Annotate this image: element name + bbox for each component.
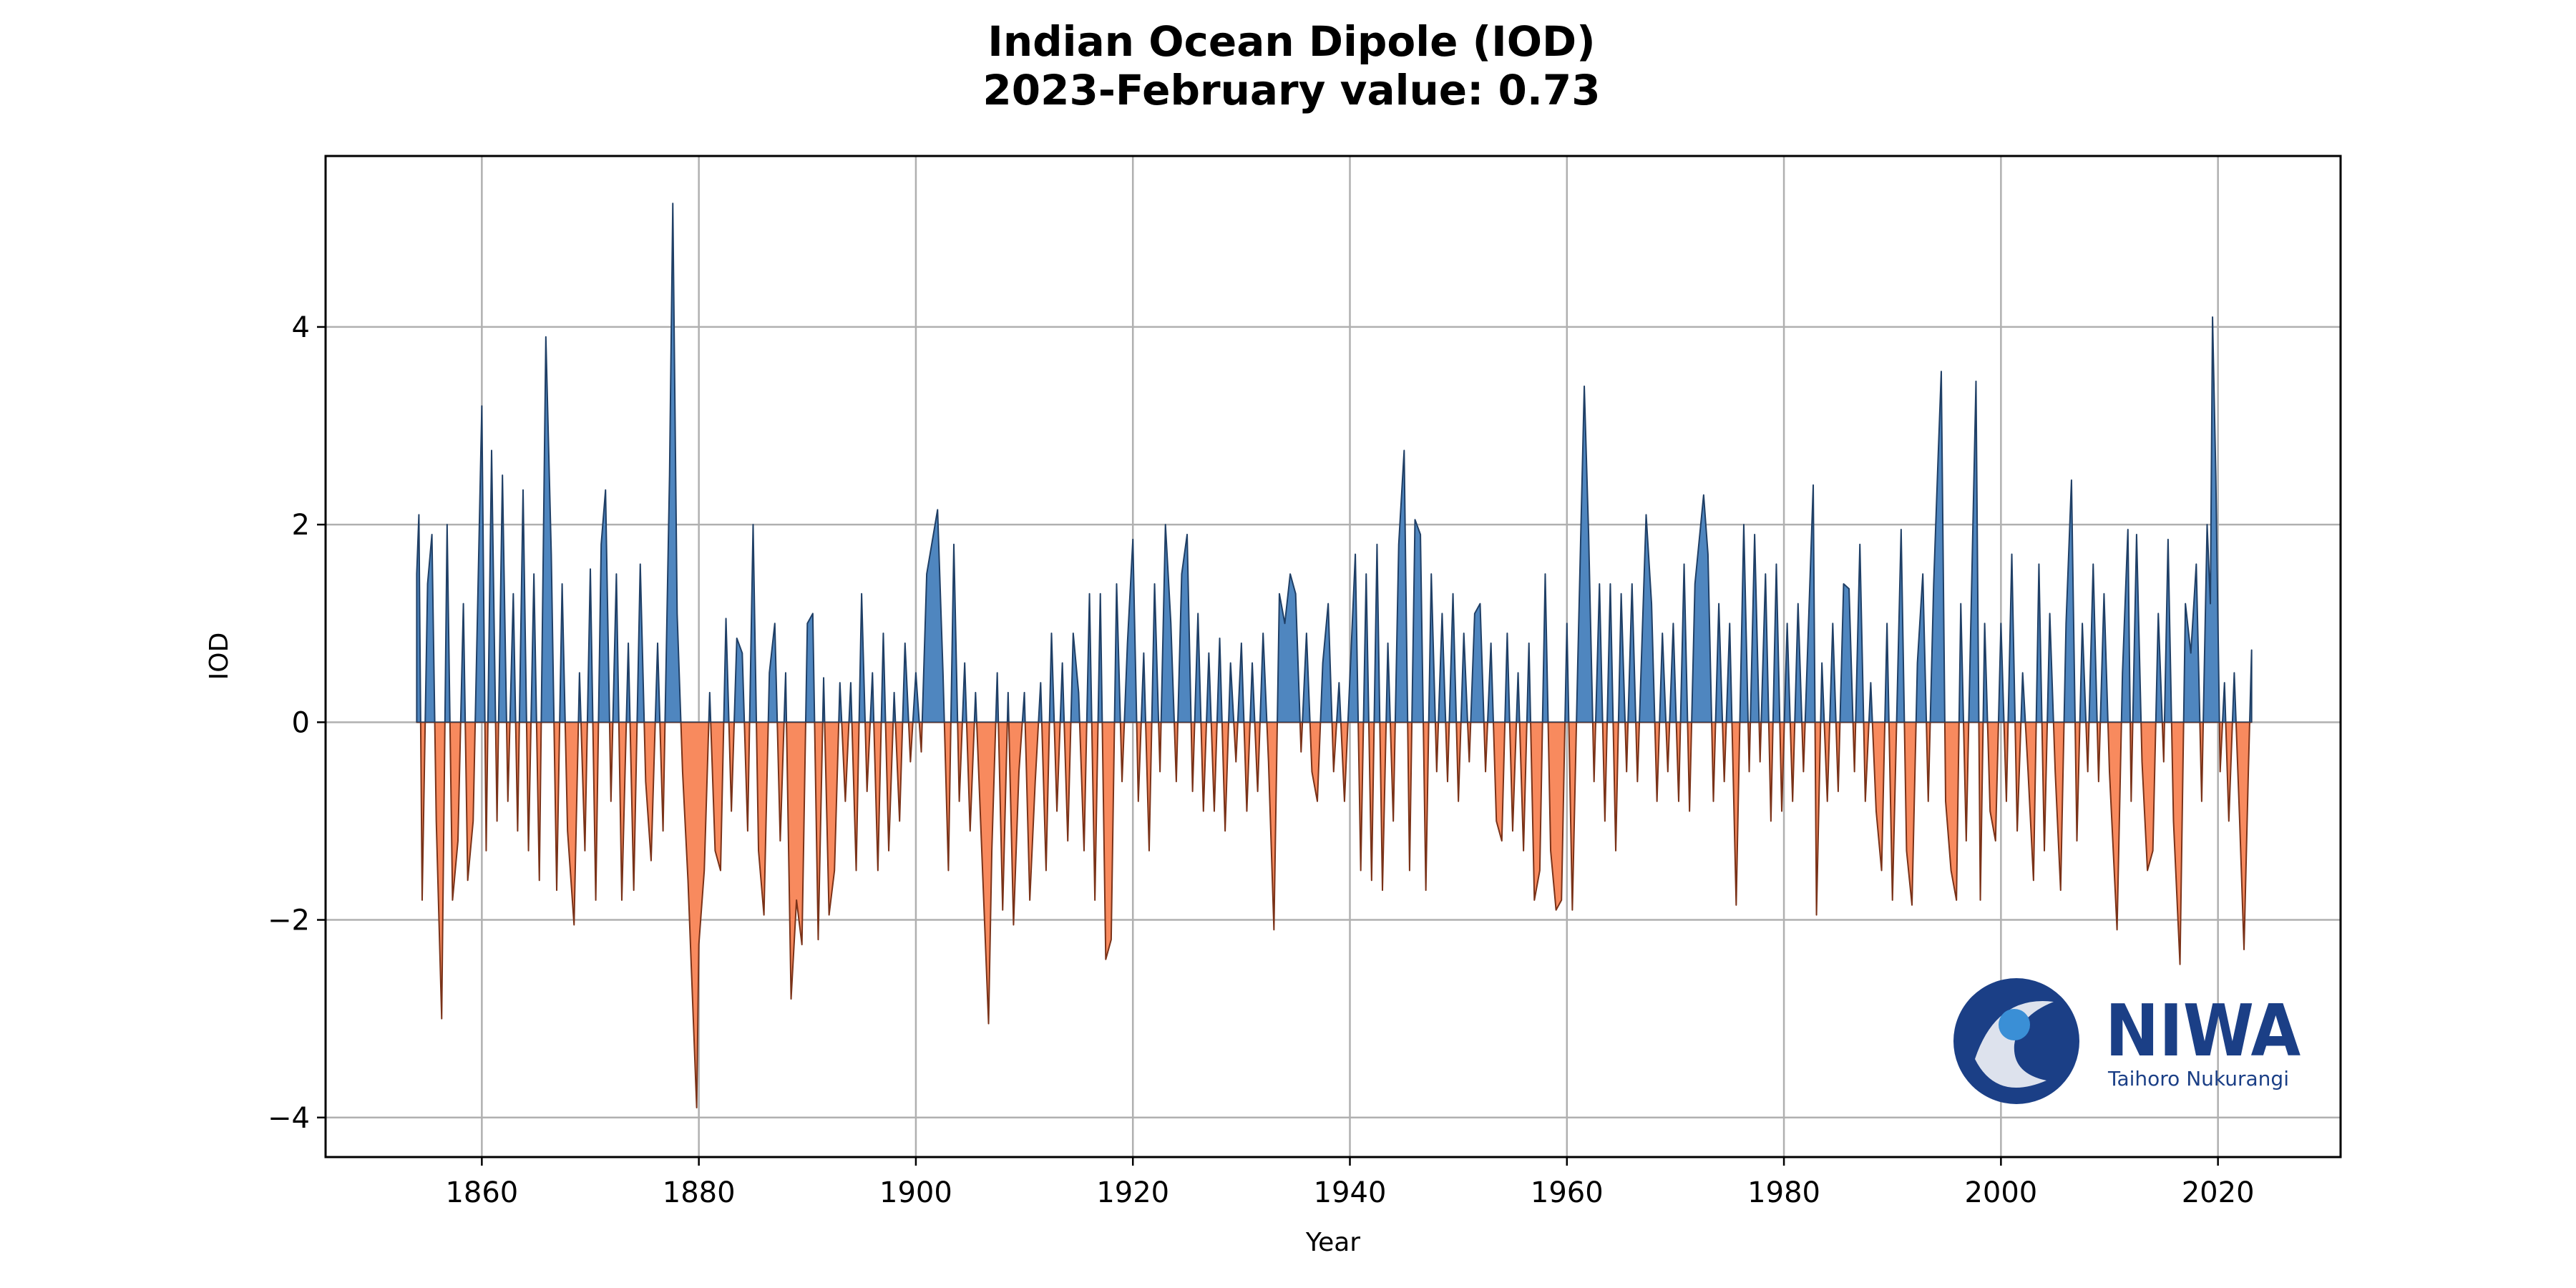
logo: NIWA Taihoro Nukurangi [1953, 978, 2301, 1104]
x-tick-label: 2020 [2182, 1176, 2255, 1209]
ticks: 1860 1880 1900 1920 1940 1960 1980 2000 2020 −4 −2… [268, 311, 2255, 1209]
y-tick-label: −2 [268, 904, 310, 937]
x-axis-label: Year [1305, 1228, 1360, 1257]
x-tick-label: 1920 [1096, 1176, 1169, 1209]
y-axis-label: IOD [205, 633, 234, 680]
x-tick-label: 1860 [445, 1176, 518, 1209]
x-tick-label: 1960 [1531, 1176, 1604, 1209]
y-tick-label: −4 [268, 1102, 310, 1135]
chart-title: Indian Ocean Dipole (IOD) [987, 17, 1595, 66]
logo-tagline: Taihoro Nukurangi [2107, 1067, 2289, 1091]
y-tick-label: 2 [292, 509, 310, 542]
logo-name: NIWA [2105, 989, 2301, 1073]
logo-swirl [1975, 1001, 2054, 1088]
plot-frame [324, 155, 2342, 1158]
logo-dot [1999, 1009, 2030, 1040]
x-tick-label: 2000 [1964, 1176, 2037, 1209]
y-tick-label: 0 [292, 706, 310, 739]
iod-area [416, 203, 2253, 1108]
x-tick-label: 1900 [879, 1176, 952, 1209]
chart-subtitle: 2023-February value: 0.73 [982, 66, 1600, 114]
x-tick-label: 1940 [1314, 1176, 1387, 1209]
y-tick-label: 4 [292, 311, 310, 344]
plot-area [416, 203, 2253, 1108]
x-tick-label: 1980 [1747, 1176, 1820, 1209]
x-tick-label: 1880 [663, 1176, 736, 1209]
